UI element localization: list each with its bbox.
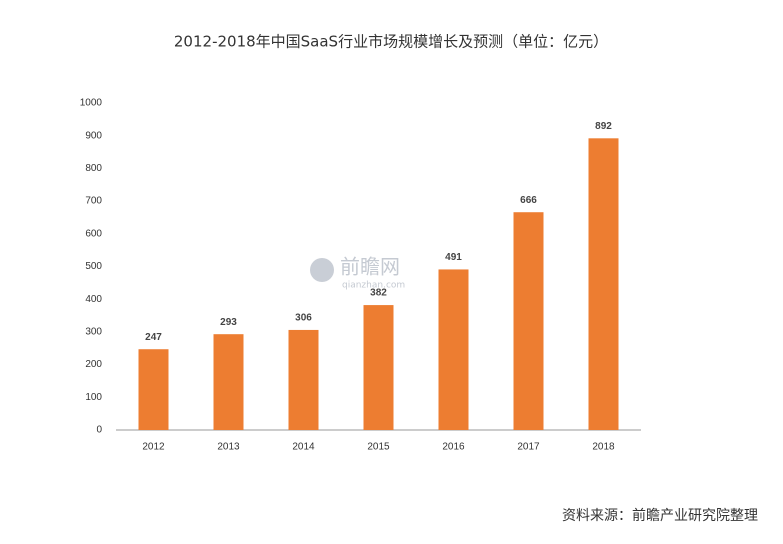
bar <box>138 349 169 430</box>
bar <box>363 305 394 430</box>
x-tick-label: 2018 <box>592 442 615 453</box>
watermark-logo <box>310 258 334 282</box>
bar <box>513 212 544 430</box>
y-tick-label: 700 <box>85 196 102 207</box>
bar <box>288 329 319 430</box>
data-label: 293 <box>220 317 237 328</box>
y-tick-label: 400 <box>85 294 102 305</box>
y-tick-label: 300 <box>85 327 102 338</box>
source-note: 资料来源：前瞻产业研究院整理 <box>562 507 758 524</box>
y-tick-label: 800 <box>85 163 102 174</box>
x-tick-label: 2015 <box>367 442 390 453</box>
watermark-name: 前瞻网 <box>340 255 400 279</box>
x-tick-label: 2013 <box>217 442 240 453</box>
data-label: 491 <box>445 252 462 263</box>
chart-title: 2012-2018年中国SaaS行业市场规模增长及预测（单位：亿元） <box>174 33 608 51</box>
data-label: 382 <box>370 288 387 299</box>
y-tick-label: 0 <box>96 425 102 436</box>
bar <box>213 334 244 430</box>
x-tick-label: 2017 <box>517 442 540 453</box>
data-label: 247 <box>145 332 162 343</box>
x-tick-label: 2016 <box>442 442 465 453</box>
watermark-url: qianzhan.com <box>342 281 405 291</box>
y-tick-label: 500 <box>85 261 102 272</box>
data-label: 306 <box>295 313 312 324</box>
data-label: 666 <box>520 195 537 206</box>
y-tick-label: 900 <box>85 130 102 141</box>
x-tick-label: 2014 <box>292 442 315 453</box>
x-tick-label: 2012 <box>142 442 165 453</box>
y-tick-label: 1000 <box>80 98 103 109</box>
y-tick-label: 600 <box>85 228 102 239</box>
y-tick-label: 100 <box>85 392 102 403</box>
data-label: 892 <box>595 121 612 132</box>
bar <box>588 138 619 431</box>
bar <box>438 269 469 430</box>
y-tick-label: 200 <box>85 359 102 370</box>
